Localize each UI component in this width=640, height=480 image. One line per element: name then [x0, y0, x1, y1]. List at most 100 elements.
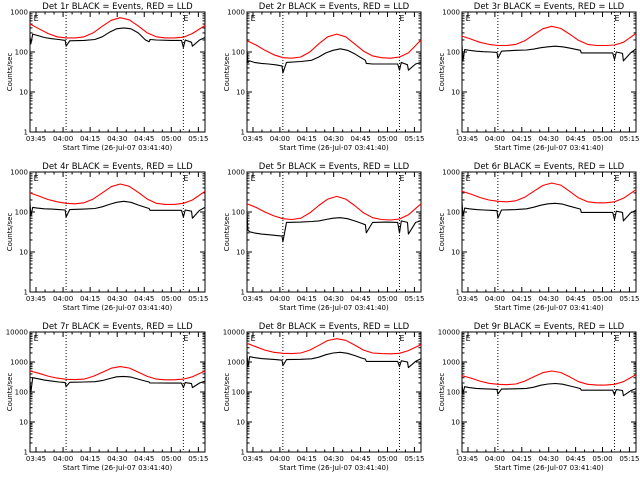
- y-tick-label: 100: [447, 389, 460, 397]
- y-axis-label: Counts/sec: [6, 53, 14, 92]
- x-tick-label: 03:45: [26, 135, 46, 143]
- event-marker-label: E: [614, 334, 619, 343]
- x-tick-label: 05:15: [619, 135, 639, 143]
- event-marker-label: E: [466, 14, 471, 23]
- y-tick-label: 1000: [10, 169, 28, 177]
- y-tick-label: 10: [19, 249, 28, 257]
- x-tick-label: 04:15: [297, 455, 317, 463]
- y-tick-label: 1: [24, 289, 28, 297]
- event-marker-label: E: [466, 334, 471, 343]
- x-tick-label: 05:15: [619, 455, 639, 463]
- plot-frame: [29, 11, 206, 133]
- event-rate-series-line: [461, 44, 637, 62]
- x-tick-label: 04:30: [324, 135, 344, 143]
- plot-frame: [461, 11, 637, 133]
- x-tick-label: 05:15: [188, 295, 208, 303]
- x-tick-label: 05:00: [592, 135, 612, 143]
- event-marker-label: E: [399, 174, 404, 183]
- chart-panel: Det 3r BLACK = Events, RED = LLD 1 10 100 10…: [438, 2, 640, 152]
- y-tick-label: 10: [451, 249, 460, 257]
- chart-panel: Det 2r BLACK = Events, RED = LLD 1 10 100 10…: [223, 2, 425, 152]
- y-axis-label: Counts/sec: [438, 373, 446, 412]
- x-tick-label: 04:15: [512, 295, 532, 303]
- y-axis-label: Counts/sec: [438, 213, 446, 252]
- event-marker-label: E: [399, 14, 404, 23]
- y-axis-label: Counts/sec: [223, 53, 231, 92]
- event-marker-label: E: [183, 174, 188, 183]
- x-axis-label: Start Time (26-Jul-07 03:41:40): [494, 464, 604, 472]
- chart-panel: Det 5r BLACK = Events, RED = LLD 1 10 100 10…: [223, 162, 425, 312]
- event-rate-series-line: [246, 351, 422, 369]
- x-tick-label: 04:15: [512, 455, 532, 463]
- event-rate-series-line: [29, 200, 206, 219]
- x-tick-label: 05:00: [592, 295, 612, 303]
- lld-rate-series-line: [461, 182, 637, 204]
- y-tick-label: 100: [232, 209, 245, 217]
- x-axis-label: Start Time (26-Jul-07 03:41:40): [494, 304, 604, 312]
- panel-title: Det 8r BLACK = Events, RED = LLD: [259, 322, 410, 332]
- x-tick-label: 05:15: [188, 455, 208, 463]
- x-tick-label: 04:30: [324, 295, 344, 303]
- y-tick-label: 1: [241, 289, 245, 297]
- event-marker-label: E: [466, 174, 471, 183]
- event-rate-series-line: [29, 375, 206, 393]
- chart-panel: Det 1r BLACK = Events, RED = LLD 1 10 100 10…: [6, 2, 208, 152]
- x-tick-label: 04:00: [270, 455, 290, 463]
- x-tick-label: 05:00: [161, 455, 181, 463]
- event-marker-label: E: [251, 14, 256, 23]
- chart-panel: Det 6r BLACK = Events, RED = LLD 1 10 100 10…: [438, 162, 640, 312]
- lld-rate-series-line: [29, 183, 206, 205]
- y-tick-label: 100: [447, 209, 460, 217]
- event-rate-series-line: [246, 48, 422, 74]
- lld-rate-series-line: [461, 370, 637, 386]
- y-axis-label: Counts/sec: [223, 213, 231, 252]
- lld-rate-series-line: [29, 17, 206, 39]
- x-tick-label: 04:45: [351, 295, 371, 303]
- x-tick-label: 03:45: [458, 135, 478, 143]
- panel-title: Det 2r BLACK = Events, RED = LLD: [259, 2, 410, 12]
- x-tick-label: 04:00: [270, 135, 290, 143]
- x-axis-label: Start Time (26-Jul-07 03:41:40): [279, 144, 389, 152]
- x-tick-label: 04:00: [53, 295, 73, 303]
- y-tick-label: 1000: [227, 359, 245, 367]
- event-rate-series-line: [29, 27, 206, 48]
- event-marker-label: E: [34, 174, 39, 183]
- x-axis-label: Start Time (26-Jul-07 03:41:40): [494, 144, 604, 152]
- lld-rate-series-line: [246, 338, 422, 355]
- y-axis-label: Counts/sec: [438, 53, 446, 92]
- x-tick-label: 04:45: [351, 135, 371, 143]
- x-axis-label: Start Time (26-Jul-07 03:41:40): [63, 304, 173, 312]
- x-tick-label: 04:45: [351, 455, 371, 463]
- panel-title: Det 9r BLACK = Events, RED = LLD: [474, 322, 625, 332]
- y-tick-label: 10000: [438, 329, 460, 337]
- y-tick-label: 1: [241, 449, 245, 457]
- y-tick-label: 10: [451, 419, 460, 427]
- y-tick-label: 1000: [227, 169, 245, 177]
- y-tick-label: 100: [15, 209, 28, 217]
- x-tick-label: 05:00: [377, 135, 397, 143]
- x-tick-label: 03:45: [26, 455, 46, 463]
- x-tick-label: 03:45: [243, 295, 263, 303]
- panel-title: Det 4r BLACK = Events, RED = LLD: [42, 162, 193, 172]
- x-tick-label: 05:15: [404, 295, 424, 303]
- y-tick-label: 1: [456, 289, 460, 297]
- panel-title: Det 3r BLACK = Events, RED = LLD: [474, 2, 625, 12]
- y-tick-label: 100: [232, 389, 245, 397]
- event-marker-label: E: [614, 174, 619, 183]
- x-tick-label: 04:30: [107, 295, 127, 303]
- y-tick-label: 10: [236, 89, 245, 97]
- x-tick-label: 04:45: [566, 135, 586, 143]
- plot-frame: [246, 331, 422, 453]
- x-tick-label: 03:45: [26, 295, 46, 303]
- y-tick-label: 10: [19, 89, 28, 97]
- y-tick-label: 10: [19, 419, 28, 427]
- x-tick-label: 05:00: [377, 455, 397, 463]
- x-tick-label: 04:15: [297, 295, 317, 303]
- y-tick-label: 10: [451, 89, 460, 97]
- x-axis-label: Start Time (26-Jul-07 03:41:40): [279, 464, 389, 472]
- y-tick-label: 1000: [442, 359, 460, 367]
- x-tick-label: 04:00: [53, 135, 73, 143]
- x-tick-label: 04:30: [539, 455, 559, 463]
- x-tick-label: 04:15: [512, 135, 532, 143]
